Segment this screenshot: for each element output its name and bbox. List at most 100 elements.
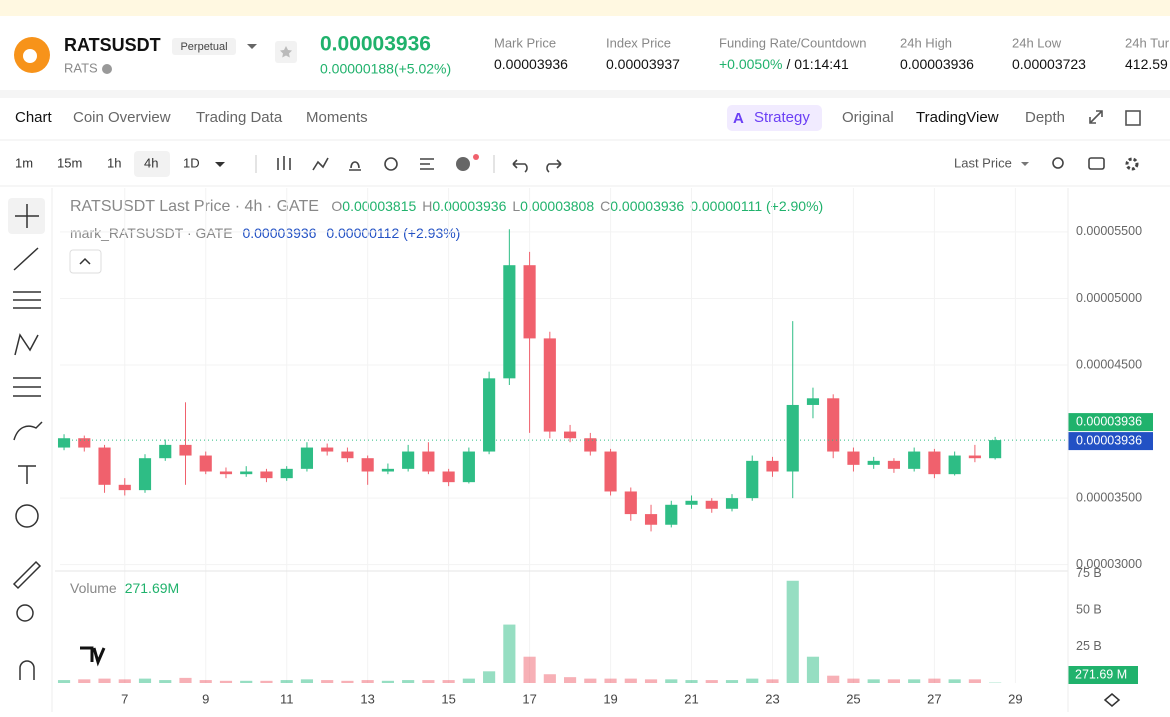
alert-icon[interactable] xyxy=(349,162,361,170)
interval[interactable]: 15m xyxy=(57,155,82,170)
redo-icon[interactable] xyxy=(547,160,561,172)
ruler-tool[interactable] xyxy=(14,562,40,588)
stat-value-text: 0.00003937 xyxy=(606,56,680,72)
volume-bar xyxy=(78,679,90,683)
candle-body xyxy=(503,265,515,378)
tab[interactable]: Chart xyxy=(15,109,53,126)
replay-icon[interactable] xyxy=(385,158,397,170)
candle-body xyxy=(706,501,718,509)
volume-bar xyxy=(564,677,576,683)
tab[interactable]: Coin Overview xyxy=(73,109,171,126)
tab[interactable]: Trading Data xyxy=(196,109,283,126)
info-icon[interactable] xyxy=(102,64,112,74)
contract[interactable]: Perpetual xyxy=(180,41,227,53)
view-tab[interactable]: Strategy xyxy=(754,109,810,126)
view-tab[interactable]: Depth xyxy=(1025,109,1065,126)
stat-value: 412.59 xyxy=(1125,56,1168,72)
volume-tick-label: 25 B xyxy=(1076,639,1102,653)
axis-settings[interactable] xyxy=(1105,694,1119,706)
x-tick-label: 15 xyxy=(441,691,455,706)
volume-tick-label: 50 B xyxy=(1076,602,1102,616)
stat-value: 0.00003936 xyxy=(494,56,568,72)
template-icon[interactable] xyxy=(420,159,434,169)
ohlc-value: 0.00003936 xyxy=(610,198,684,214)
interval[interactable]: 1h xyxy=(107,155,121,170)
stat-extra: / 01:14:41 xyxy=(786,56,848,72)
stat-value: 0.00003936 xyxy=(900,56,974,72)
volume-bar xyxy=(220,681,232,683)
view-tab[interactable]: Original xyxy=(842,109,894,126)
volume-bar xyxy=(746,679,758,683)
candle-body xyxy=(645,514,657,525)
zoom-tool[interactable] xyxy=(17,605,33,621)
fullscreen-icon[interactable] xyxy=(1090,111,1102,123)
volume-bar xyxy=(139,679,151,683)
candle-body xyxy=(524,265,536,338)
view-tab[interactable]: TradingView xyxy=(916,109,999,126)
interval[interactable]: 1m xyxy=(15,155,33,170)
volume-bar xyxy=(645,679,657,683)
interval[interactable]: 1D xyxy=(183,155,200,170)
dropdown[interactable] xyxy=(247,44,257,49)
legend-mark-change: 0.00000112 (+2.93%) xyxy=(326,225,460,241)
candles-icon[interactable] xyxy=(278,156,290,170)
legend-title: RATSUSDT Last Price · 4h · GATE xyxy=(70,198,319,215)
y-tick-label: 0.00005500 xyxy=(1076,224,1142,238)
settings-icon[interactable] xyxy=(1127,159,1137,169)
banner xyxy=(0,0,1170,16)
candle-body xyxy=(746,461,758,498)
volume-bar xyxy=(483,671,495,683)
ohlc-key: O xyxy=(331,198,342,214)
legend-main: RATSUSDT Last Price · 4h · GATE O 0.00003… xyxy=(70,198,823,216)
volume-bar xyxy=(544,674,556,683)
pattern-tool[interactable] xyxy=(15,335,38,355)
stat-value-text: +0.0050% xyxy=(719,56,782,72)
candle-body xyxy=(726,498,738,509)
brush-tool[interactable] xyxy=(14,422,42,440)
ohlc-key: C xyxy=(600,198,610,214)
stat-value-text: 0.00003936 xyxy=(494,56,568,72)
emoji-tool[interactable] xyxy=(16,505,38,527)
volume-bar xyxy=(443,680,455,683)
volume-last: 271.69M xyxy=(125,580,179,596)
price-source[interactable]: Last Price xyxy=(954,155,1012,170)
fib-tool[interactable] xyxy=(13,292,41,308)
last-price: 0.00003936 xyxy=(320,33,431,56)
price-source-caret xyxy=(1021,162,1029,166)
ohlc-value: 0.00003936 xyxy=(432,198,506,214)
text-tool[interactable] xyxy=(18,466,36,484)
volume-bar xyxy=(604,679,616,683)
projection-tool[interactable] xyxy=(13,378,41,396)
candle-body xyxy=(443,472,455,483)
volume-bar xyxy=(362,680,374,683)
candle-body xyxy=(665,505,677,525)
add-icon[interactable] xyxy=(456,157,470,171)
price-change: 0.00000188(+5.02%) xyxy=(320,61,451,77)
candle-body xyxy=(220,472,232,475)
candle-body xyxy=(807,398,819,405)
x-tick-label: 11 xyxy=(280,691,294,706)
window-icon[interactable] xyxy=(1126,111,1140,125)
candle-body xyxy=(240,472,252,475)
stat-label: Funding Rate/Countdown xyxy=(719,35,866,50)
search-icon[interactable] xyxy=(1053,158,1063,168)
camera-icon[interactable] xyxy=(1089,158,1104,169)
candle-body xyxy=(341,452,353,459)
volume-bar xyxy=(422,680,434,683)
indicator-icon[interactable] xyxy=(313,158,328,170)
interval-dropdown[interactable] xyxy=(215,162,225,167)
line-tool[interactable] xyxy=(14,248,38,270)
candle-body xyxy=(928,452,940,475)
candle-body xyxy=(179,445,191,456)
stat-value-text: 0.00003936 xyxy=(900,56,974,72)
base: RATS xyxy=(64,60,98,75)
drawing-tools xyxy=(8,198,45,680)
tabs: Chart Coin Overview Trading Data Moments xyxy=(15,109,368,126)
tab[interactable]: Moments xyxy=(306,109,368,126)
y-tick-label: 0.00005000 xyxy=(1076,291,1142,305)
undo-icon[interactable] xyxy=(513,160,527,172)
collapse-button[interactable] xyxy=(70,250,101,273)
magnet-tool[interactable] xyxy=(20,661,34,680)
interval[interactable]: 4h xyxy=(144,155,158,170)
